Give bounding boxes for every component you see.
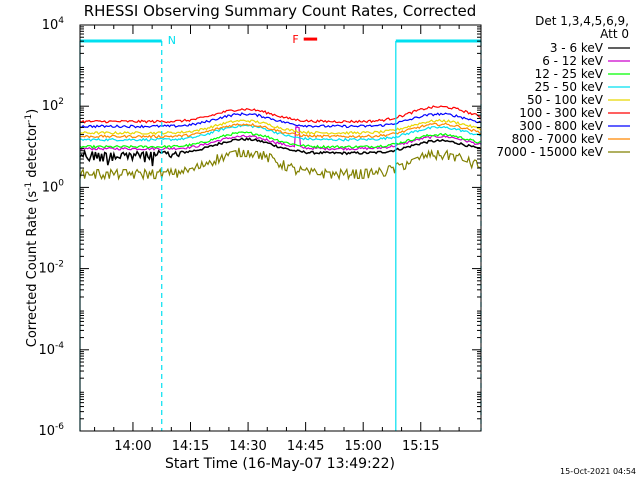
legend-header-attenuator: Att 0 <box>600 27 629 41</box>
x-tick-label: 14:15 <box>172 439 209 454</box>
series-line <box>79 131 481 150</box>
series-line <box>79 123 482 142</box>
chart-title: RHESSI Observing Summary Count Rates, Co… <box>84 2 477 20</box>
x-tick-label: 14:45 <box>287 439 324 454</box>
series-line <box>79 137 482 167</box>
series-line <box>79 112 482 129</box>
legend-label: 300 - 800 keV <box>519 119 603 133</box>
y-tick-label: 10-6 <box>38 422 64 439</box>
flare-marker-label: F <box>292 33 298 46</box>
night-marker-label: N <box>168 34 176 47</box>
y-tick-label: 104 <box>42 16 65 33</box>
legend-label: 12 - 25 keV <box>535 67 604 81</box>
series-line <box>79 105 482 124</box>
legend-header-detectors: Det 1,3,4,5,6,9, <box>535 14 629 28</box>
y-tick-label: 100 <box>42 178 65 195</box>
x-tick-label: 15:15 <box>402 439 439 454</box>
x-tick-label: 15:00 <box>344 439 381 454</box>
series-line <box>79 147 482 181</box>
legend-label: 6 - 12 keV <box>542 54 604 68</box>
x-tick-label: 14:30 <box>229 439 266 454</box>
series-line <box>79 126 482 151</box>
series-line <box>79 118 482 135</box>
timestamp: 15-Oct-2021 04:54 <box>560 467 636 476</box>
y-axis-label: Corrected Count Rate (s-1 detector-1) <box>24 109 40 347</box>
x-axis-label: Start Time (16-May-07 13:49:22) <box>165 456 395 472</box>
axis-layer: 104 102 100 10-2 10-4 10-6 14:00 14:15 14:30 14:4… <box>38 16 481 454</box>
legend-label: 50 - 100 keV <box>527 93 604 107</box>
y-tick-label: 10-2 <box>38 260 64 277</box>
series-layer <box>79 105 482 181</box>
y-tick-label: 102 <box>42 97 64 114</box>
legend-label: 25 - 50 keV <box>535 80 604 94</box>
x-tick-label: 14:00 <box>114 439 151 454</box>
series-line <box>79 122 482 139</box>
legend-label: 800 - 7000 keV <box>512 132 604 146</box>
legend-label: 3 - 6 keV <box>550 41 604 55</box>
legend-label: 7000 - 15000 keV <box>496 145 603 159</box>
legend-label: 100 - 300 keV <box>519 106 603 120</box>
plot-frame <box>79 24 482 432</box>
y-tick-label: 10-4 <box>38 341 64 358</box>
